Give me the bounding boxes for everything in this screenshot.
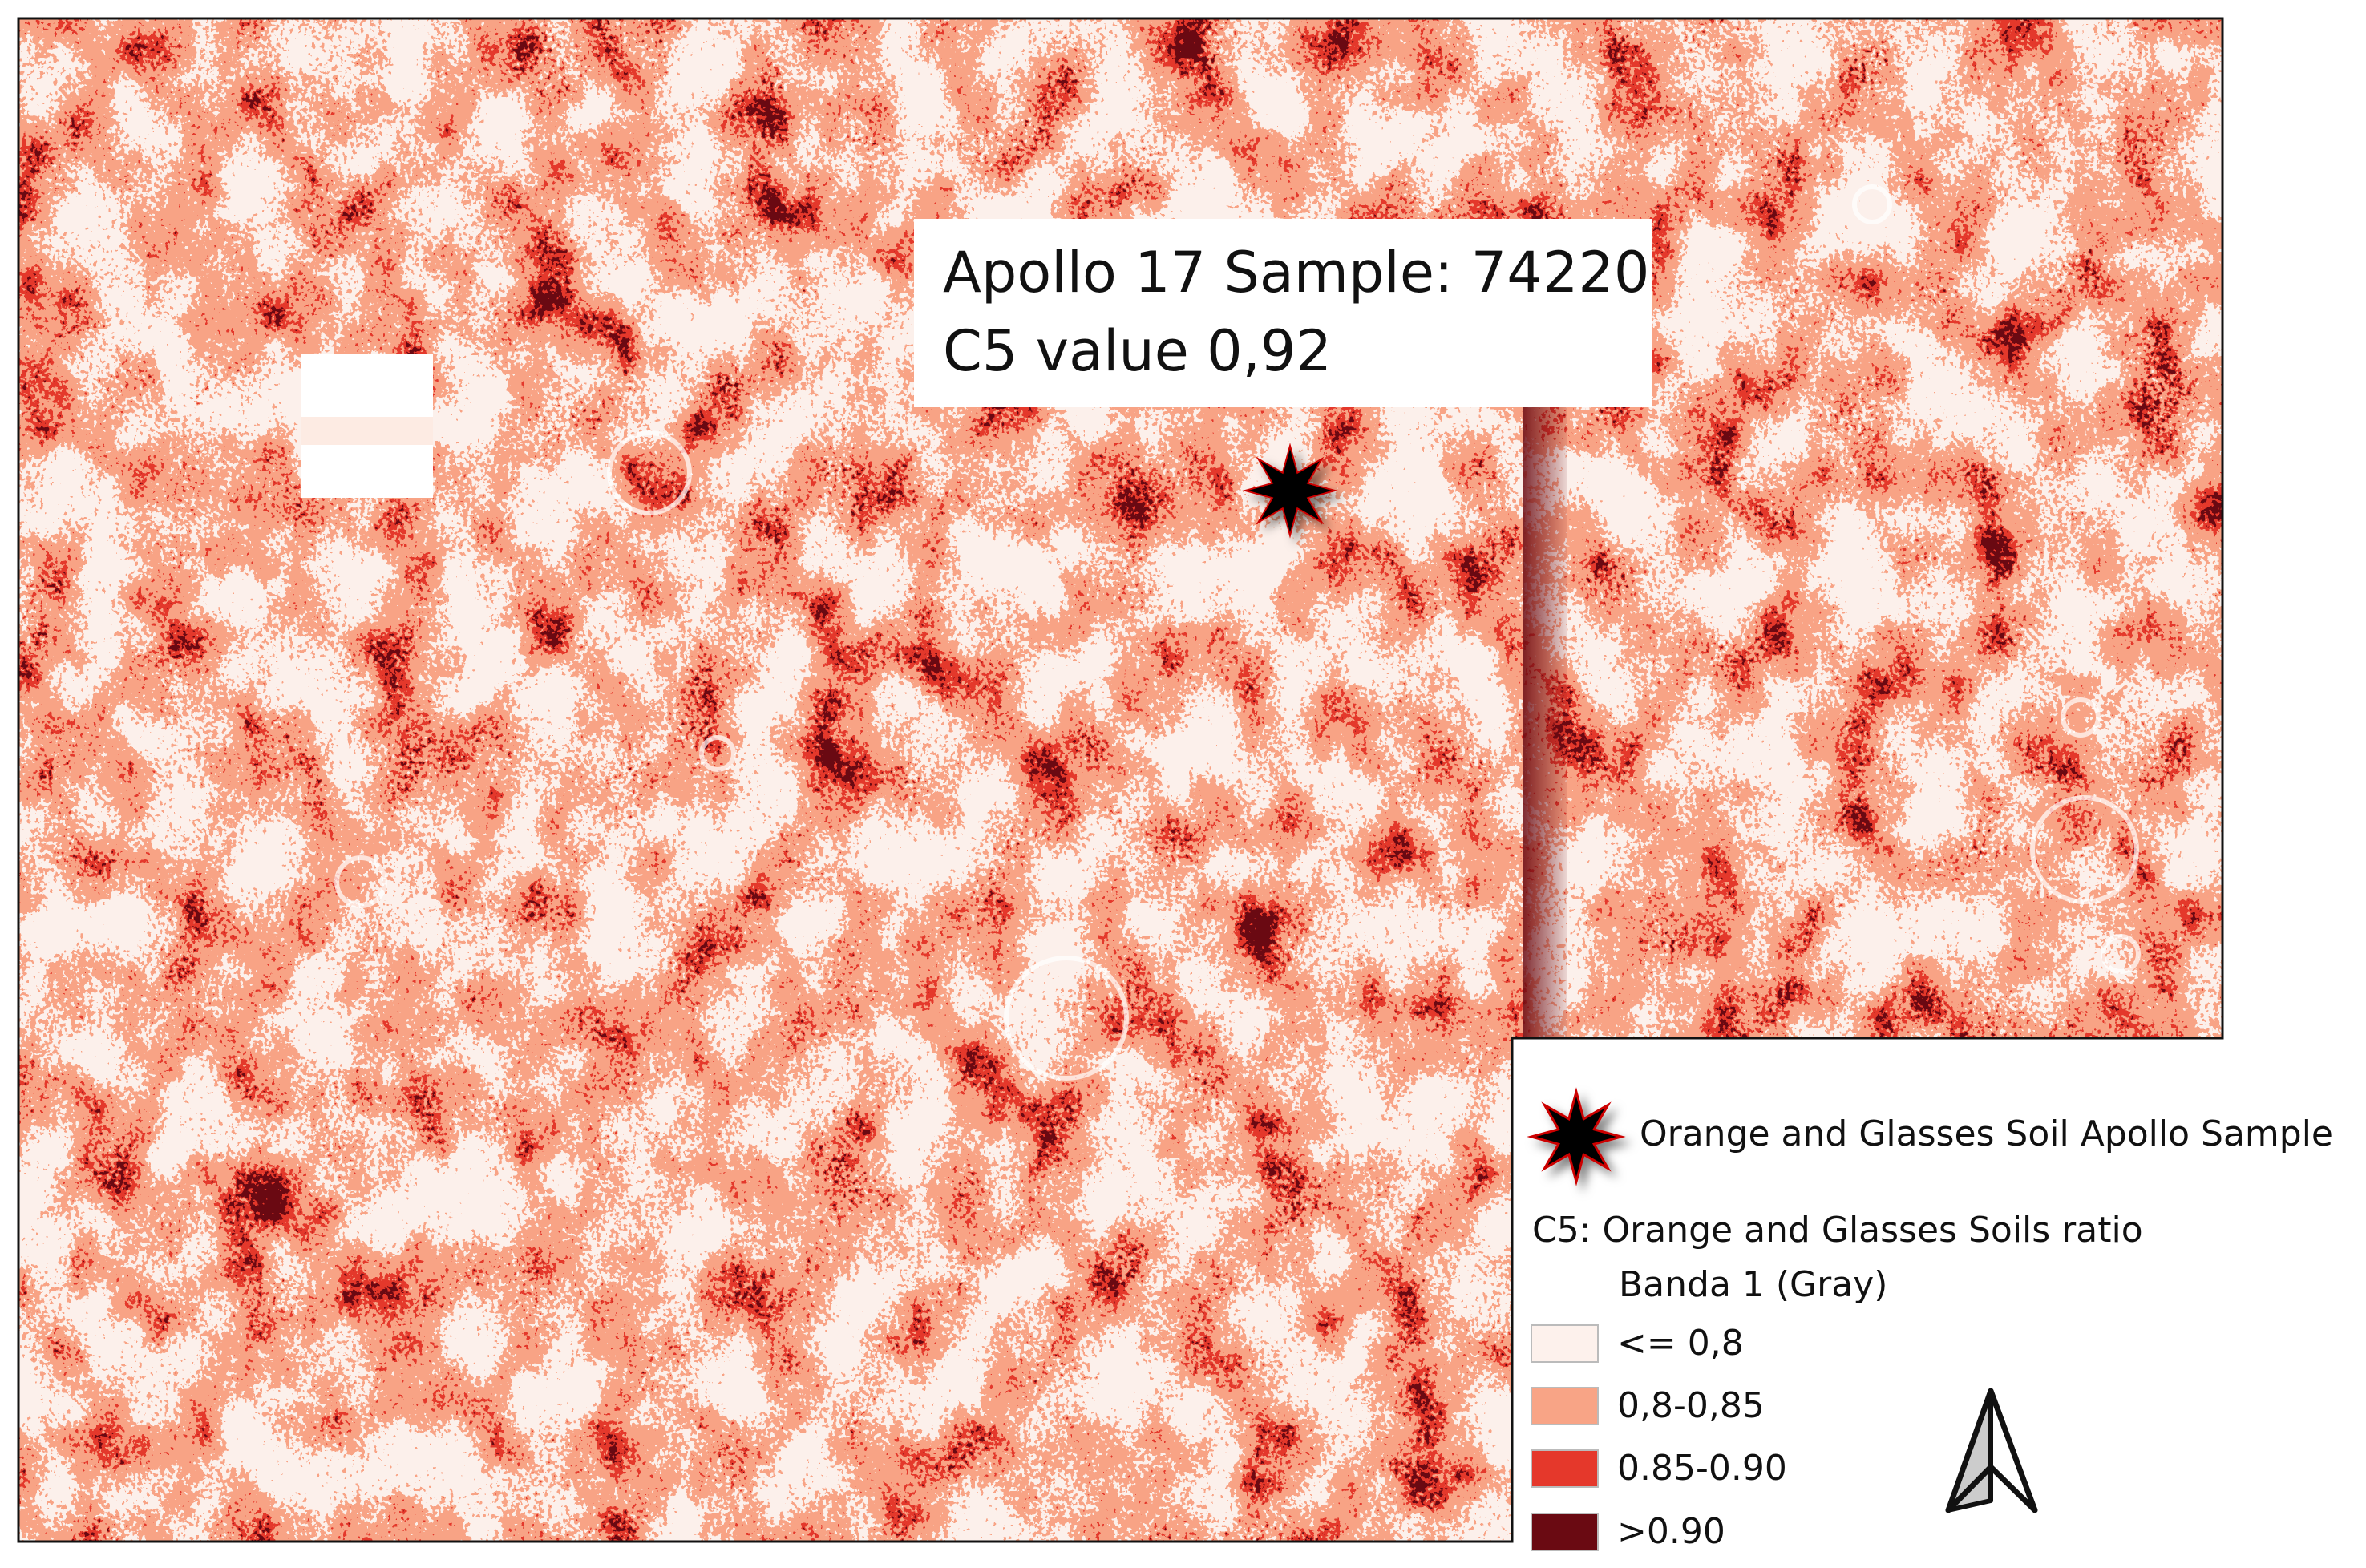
legend-swatch-class-4 [1531, 1513, 1599, 1551]
legend-class-2-label: 0,8-0,85 [1617, 1385, 1765, 1426]
legend-swatch-class-2 [1531, 1387, 1599, 1425]
legend-swatch-class-3 [1531, 1449, 1599, 1488]
north-arrow-icon [1945, 1388, 2038, 1513]
legend-point-label: Orange and Glasses Soil Apollo Sample [1640, 1113, 2334, 1154]
eight-point-star-icon[interactable] [1242, 443, 1338, 539]
legend-star-icon [1527, 1087, 1626, 1186]
legend-band-label: Banda 1 (Gray) [1619, 1264, 1888, 1305]
crater-rims [334, 184, 2141, 1081]
legend-swatch-class-1 [1531, 1324, 1599, 1363]
legend-class-4-label: >0.90 [1617, 1511, 1725, 1552]
legend-class-3-label: 0.85-0.90 [1617, 1448, 1787, 1489]
sample-id-label: Apollo 17 Sample: 74220 [943, 240, 1650, 305]
dark-strip [1523, 407, 1567, 1038]
legend-class-1-label: <= 0,8 [1617, 1323, 1744, 1364]
c5-value-label: C5 value 0,92 [943, 318, 1332, 384]
map-frame [17, 17, 2224, 1543]
legend-raster-title: C5: Orange and Glasses Soils ratio [1532, 1210, 2143, 1251]
sample-annotation-box: Apollo 17 Sample: 74220 C5 value 0,92 [914, 219, 1652, 407]
nodata-patch-stripe [301, 417, 433, 445]
